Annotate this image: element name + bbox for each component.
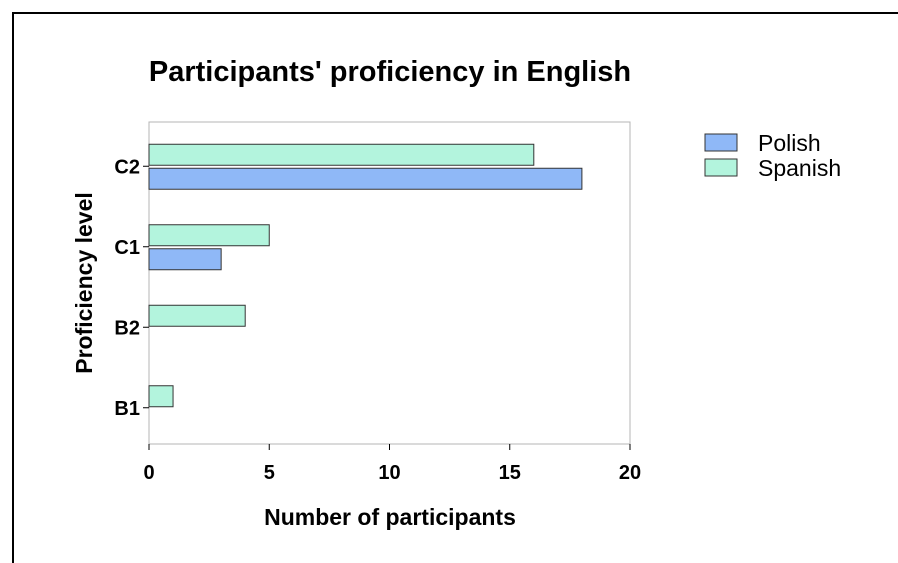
bar-polish-c2 <box>148 167 583 190</box>
y-tick-label: B1 <box>114 398 140 420</box>
x-axis: 0 5 10 15 20 <box>143 444 641 484</box>
x-tick-label: 0 <box>143 462 154 484</box>
y-tick-label: C2 <box>114 156 140 178</box>
y-axis-title: Proficiency level <box>71 192 97 374</box>
bar-spanish-c2 <box>148 143 535 166</box>
bar-polish-c1 <box>148 248 222 271</box>
legend-swatch-polish <box>704 133 738 152</box>
y-tick-label: B2 <box>114 317 140 339</box>
x-tick-label: 5 <box>264 462 275 484</box>
bars-group <box>148 143 583 408</box>
bar-spanish-b1 <box>148 385 174 408</box>
x-tick-label: 20 <box>619 462 641 484</box>
chart-title: Participants' proficiency in English <box>149 56 631 88</box>
legend-swatch-spanish <box>704 158 738 177</box>
x-axis-title: Number of participants <box>264 504 516 530</box>
x-tick-label: 15 <box>499 462 521 484</box>
x-tick-label: 10 <box>378 462 400 484</box>
chart-frame <box>12 12 898 563</box>
legend-label-spanish: Spanish <box>758 155 841 181</box>
bar-spanish-b2 <box>148 304 246 327</box>
y-tick-label: C1 <box>114 237 140 259</box>
bar-spanish-c1 <box>148 224 270 247</box>
legend-label-polish: Polish <box>758 130 821 156</box>
y-axis: B1 B2 C1 C2 <box>114 156 149 420</box>
